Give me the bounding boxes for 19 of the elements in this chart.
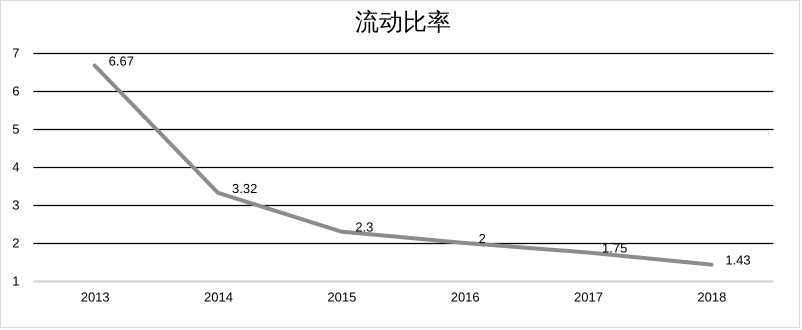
- data-label: 3.32: [232, 180, 258, 196]
- y-tick-label: 6: [12, 84, 20, 98]
- x-tick-label: 2018: [697, 290, 726, 304]
- data-label: 1.43: [725, 252, 751, 268]
- y-tick-label: 4: [12, 160, 20, 174]
- chart-title: 流动比率: [355, 8, 451, 36]
- y-tick-label: 5: [12, 122, 20, 136]
- data-label: 6.67: [108, 54, 134, 69]
- x-tick-label: 2013: [80, 290, 110, 304]
- x-tick-label: 2014: [204, 290, 233, 304]
- x-tick-label: 2017: [574, 290, 603, 304]
- y-tick-label: 7: [12, 46, 20, 60]
- y-tick-label: 1: [12, 274, 20, 288]
- x-tick-label: 2015: [327, 290, 356, 304]
- data-label: 2.3: [355, 220, 374, 235]
- y-tick-label: 2: [12, 236, 20, 250]
- x-tick-label: 2016: [450, 290, 480, 304]
- y-tick-label: 3: [12, 198, 20, 212]
- data-label: 2: [478, 231, 486, 246]
